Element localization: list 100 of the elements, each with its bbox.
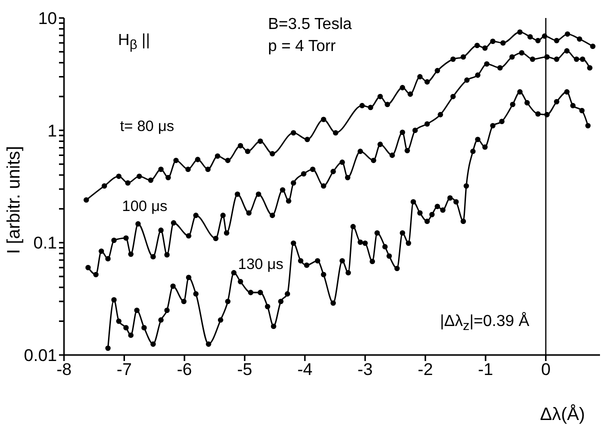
point bbox=[330, 168, 336, 174]
point bbox=[85, 264, 91, 270]
point bbox=[111, 238, 117, 243]
point bbox=[136, 174, 142, 179]
y-tick-label: 1 bbox=[48, 121, 57, 140]
point bbox=[205, 166, 211, 172]
point bbox=[359, 102, 365, 108]
point bbox=[368, 104, 374, 110]
point bbox=[576, 36, 582, 42]
point bbox=[434, 68, 440, 74]
y-tick-label: 0.01 bbox=[24, 346, 57, 366]
point bbox=[344, 174, 350, 180]
point bbox=[310, 166, 316, 172]
point bbox=[290, 130, 296, 136]
point bbox=[464, 77, 470, 83]
annotation: H$_{β}$ || bbox=[118, 32, 150, 52]
point bbox=[527, 34, 533, 40]
point bbox=[404, 148, 410, 154]
point bbox=[193, 212, 199, 218]
point bbox=[225, 158, 231, 164]
point bbox=[290, 180, 296, 186]
point bbox=[238, 142, 244, 148]
point bbox=[554, 56, 560, 62]
point bbox=[332, 130, 338, 136]
point bbox=[304, 136, 310, 142]
point bbox=[286, 198, 292, 204]
y-axis-title: I [arbitr. units] bbox=[4, 146, 24, 254]
x-tick-label: -6 bbox=[176, 360, 192, 380]
point bbox=[170, 220, 176, 226]
point bbox=[105, 256, 111, 262]
point bbox=[574, 56, 580, 62]
point bbox=[195, 156, 200, 162]
point bbox=[390, 152, 395, 158]
point bbox=[224, 230, 230, 236]
point bbox=[484, 61, 490, 67]
point bbox=[300, 171, 306, 177]
point bbox=[220, 212, 226, 218]
point bbox=[125, 180, 131, 186]
point bbox=[244, 148, 250, 154]
point bbox=[400, 130, 406, 136]
x-tick-label: 0 bbox=[541, 360, 551, 380]
point bbox=[213, 236, 218, 242]
point bbox=[438, 112, 444, 118]
point bbox=[587, 65, 592, 71]
point bbox=[164, 252, 170, 258]
point bbox=[564, 48, 570, 54]
point bbox=[544, 54, 550, 60]
point bbox=[256, 192, 262, 197]
point bbox=[417, 74, 423, 80]
x-tick-label: -4 bbox=[297, 360, 312, 380]
point bbox=[186, 233, 192, 239]
series-label: 100 μs bbox=[122, 198, 168, 215]
point bbox=[148, 177, 154, 183]
y-tick-label: 0.1 bbox=[33, 234, 57, 253]
point bbox=[580, 56, 586, 62]
x-tick-label: -5 bbox=[237, 360, 252, 380]
series-label: 130 μs bbox=[238, 256, 284, 273]
point bbox=[377, 142, 383, 148]
point bbox=[246, 210, 252, 216]
x-axis-title: Δλ(Å) bbox=[540, 404, 586, 425]
y-tick-label: 10 bbox=[38, 9, 57, 28]
point bbox=[590, 44, 596, 49]
point bbox=[530, 56, 536, 62]
point bbox=[93, 272, 99, 278]
point bbox=[424, 79, 430, 85]
point bbox=[500, 40, 506, 46]
point bbox=[158, 228, 164, 233]
point bbox=[482, 45, 488, 51]
point bbox=[158, 166, 164, 172]
point bbox=[270, 150, 276, 156]
point bbox=[173, 158, 179, 164]
point bbox=[123, 235, 129, 241]
point bbox=[554, 38, 560, 44]
point bbox=[128, 251, 134, 257]
x-tick-label: -8 bbox=[56, 360, 72, 380]
x-tick-label: -1 bbox=[478, 360, 494, 380]
point bbox=[450, 56, 456, 62]
point bbox=[234, 192, 240, 197]
point bbox=[280, 187, 286, 193]
point bbox=[384, 102, 390, 108]
point bbox=[424, 121, 430, 127]
point bbox=[185, 166, 191, 172]
x-tick-label: -3 bbox=[358, 360, 373, 380]
point bbox=[509, 54, 515, 60]
annotation: |Δλ$_{z}$|=0.39 Å bbox=[440, 313, 530, 334]
point bbox=[340, 160, 345, 165]
point bbox=[475, 72, 480, 78]
point bbox=[497, 65, 503, 71]
point bbox=[370, 158, 376, 164]
annotation: B=3.5 Tesla bbox=[268, 16, 352, 33]
point bbox=[450, 94, 456, 100]
point bbox=[135, 221, 141, 227]
point bbox=[165, 174, 171, 180]
point bbox=[214, 153, 220, 159]
x-tick-label: -2 bbox=[418, 360, 433, 380]
point bbox=[116, 174, 122, 179]
annotation: p = 4 Torr bbox=[268, 38, 336, 55]
point bbox=[535, 38, 541, 44]
point bbox=[412, 128, 418, 134]
point bbox=[98, 248, 104, 254]
